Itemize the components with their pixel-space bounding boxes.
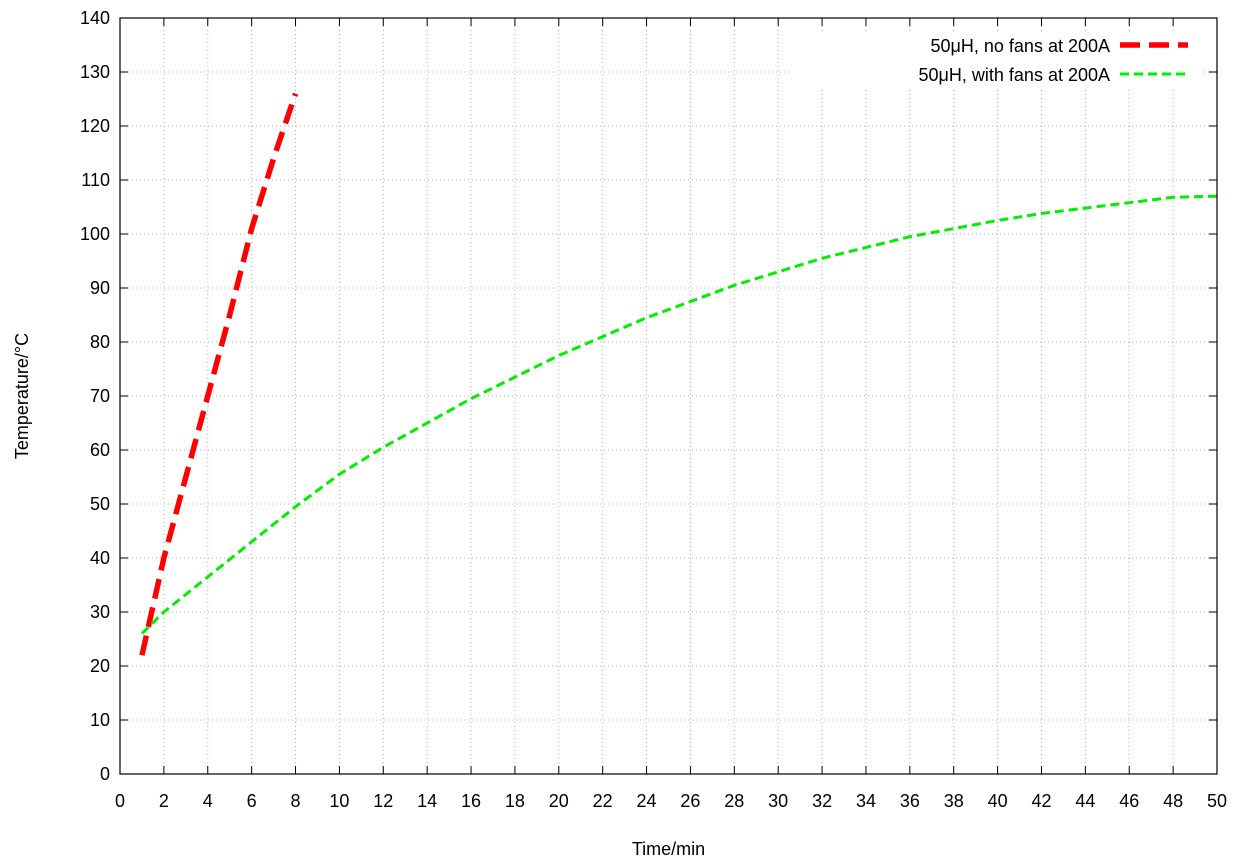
y-tick-label: 60 — [90, 440, 110, 460]
y-tick-label: 140 — [80, 8, 110, 28]
x-axis-title: Time/min — [632, 839, 705, 859]
y-tick-label: 40 — [90, 548, 110, 568]
x-tick-label: 18 — [505, 791, 525, 811]
y-tick-label: 30 — [90, 602, 110, 622]
x-tick-label: 10 — [329, 791, 349, 811]
y-tick-label: 70 — [90, 386, 110, 406]
y-axis: 0 10 20 30 40 50 60 70 80 90 100 110 120 130 140 — [80, 8, 1217, 784]
x-tick-label: 16 — [461, 791, 481, 811]
x-tick-label: 46 — [1119, 791, 1139, 811]
y-axis-title: Temperature/°C — [12, 333, 32, 459]
x-tick-label: 28 — [724, 791, 744, 811]
legend: 50μH, no fans at 200A 50μH, with fans at … — [919, 36, 1188, 85]
x-tick-label: 6 — [247, 791, 257, 811]
x-tick-label: 32 — [812, 791, 832, 811]
x-tick-label: 4 — [203, 791, 213, 811]
y-tick-label: 10 — [90, 710, 110, 730]
series-layer — [139, 92, 1218, 656]
x-tick-label: 38 — [944, 791, 964, 811]
x-tick-label: 8 — [291, 791, 301, 811]
x-tick-label: 22 — [593, 791, 613, 811]
y-tick-label: 20 — [90, 656, 110, 676]
x-tick-label: 42 — [1031, 791, 1051, 811]
x-tick-label: 48 — [1163, 791, 1183, 811]
y-tick-label: 130 — [80, 62, 110, 82]
legend-background — [790, 32, 1204, 90]
y-tick-label: 80 — [90, 332, 110, 352]
x-tick-label: 2 — [159, 791, 169, 811]
series-line-1 — [139, 92, 299, 656]
x-tick-label: 20 — [549, 791, 569, 811]
x-tick-label: 12 — [373, 791, 393, 811]
x-axis: 0 2 4 6 8 10 12 14 16 18 20 22 24 26 28 30 32 34 36 38 40 42 4… — [115, 18, 1227, 811]
legend-label-2: 50μH, with fans at 200A — [919, 65, 1110, 85]
grid — [120, 18, 1217, 774]
x-tick-label: 50 — [1207, 791, 1227, 811]
y-tick-label: 100 — [80, 224, 110, 244]
x-tick-label: 26 — [680, 791, 700, 811]
x-tick-label: 30 — [768, 791, 788, 811]
x-tick-label: 14 — [417, 791, 437, 811]
legend-label-1: 50μH, no fans at 200A — [931, 36, 1111, 56]
y-tick-label: 50 — [90, 494, 110, 514]
y-tick-label: 110 — [81, 170, 110, 190]
y-tick-label: 120 — [80, 116, 110, 136]
x-tick-label: 34 — [856, 791, 876, 811]
y-tick-label: 90 — [90, 278, 110, 298]
x-tick-label: 40 — [988, 791, 1008, 811]
x-tick-label: 0 — [115, 791, 125, 811]
series-line-2 — [140, 194, 1218, 635]
x-tick-label: 36 — [900, 791, 920, 811]
y-tick-label: 0 — [100, 764, 110, 784]
x-tick-label: 24 — [637, 791, 657, 811]
x-tick-label: 44 — [1075, 791, 1095, 811]
